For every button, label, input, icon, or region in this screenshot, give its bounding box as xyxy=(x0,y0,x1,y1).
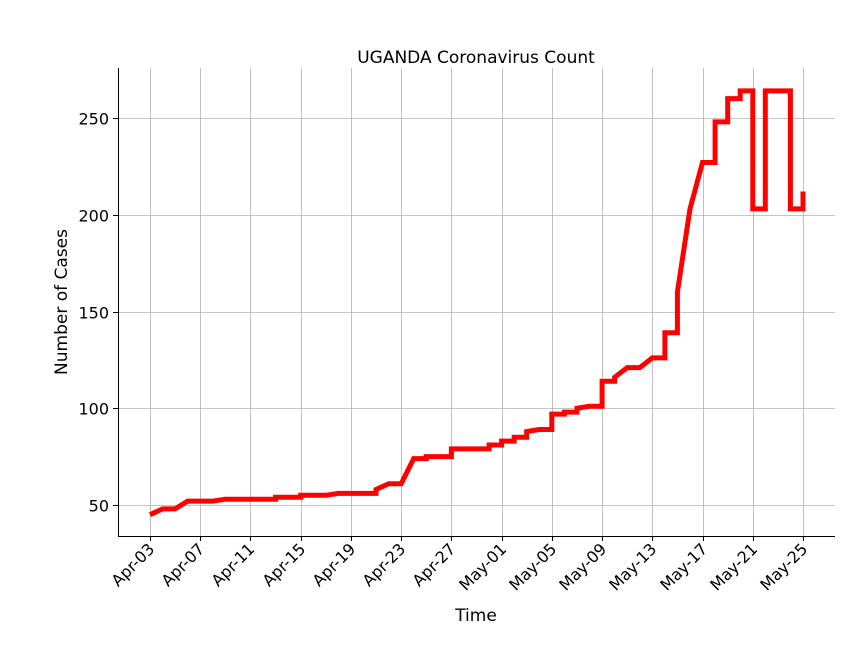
series-layer xyxy=(148,88,806,517)
x-tick-label: Apr-27 xyxy=(409,539,460,590)
series-line xyxy=(148,88,806,517)
x-tick-label: Apr-15 xyxy=(259,539,310,590)
x-tick-label: May-25 xyxy=(756,539,811,594)
x-tick-label: Apr-23 xyxy=(359,539,410,590)
x-tick-label: May-21 xyxy=(706,539,761,594)
x-tick-label: Apr-03 xyxy=(108,539,159,590)
x-ticks: Apr-03 Apr-07 Apr-11 Apr-15 Apr-19 Apr-23 Apr-… xyxy=(108,536,811,595)
y-tick-label: 100 xyxy=(78,400,109,419)
y-tick-label: 50 xyxy=(89,497,109,516)
x-tick-label: Apr-19 xyxy=(309,539,360,590)
x-tick-label: Apr-07 xyxy=(158,539,209,590)
x-tick-label: May-09 xyxy=(555,539,610,594)
x-tick-label: Apr-11 xyxy=(208,539,259,590)
grid xyxy=(118,68,835,536)
x-tick-label: May-01 xyxy=(455,539,510,594)
y-axis-label: Number of Cases xyxy=(52,229,72,375)
y-tick-label: 150 xyxy=(78,304,109,323)
y-tick-label: 250 xyxy=(78,110,109,129)
x-axis-label: Time xyxy=(454,606,497,626)
y-ticks: 50 100 150 200 250 xyxy=(78,110,118,516)
chart-title: UGANDA Coronavirus Count xyxy=(357,48,595,68)
y-tick-label: 200 xyxy=(78,207,109,226)
x-tick-label: May-17 xyxy=(656,539,711,594)
x-tick-label: May-13 xyxy=(605,539,660,594)
x-tick-label: May-05 xyxy=(505,539,560,594)
